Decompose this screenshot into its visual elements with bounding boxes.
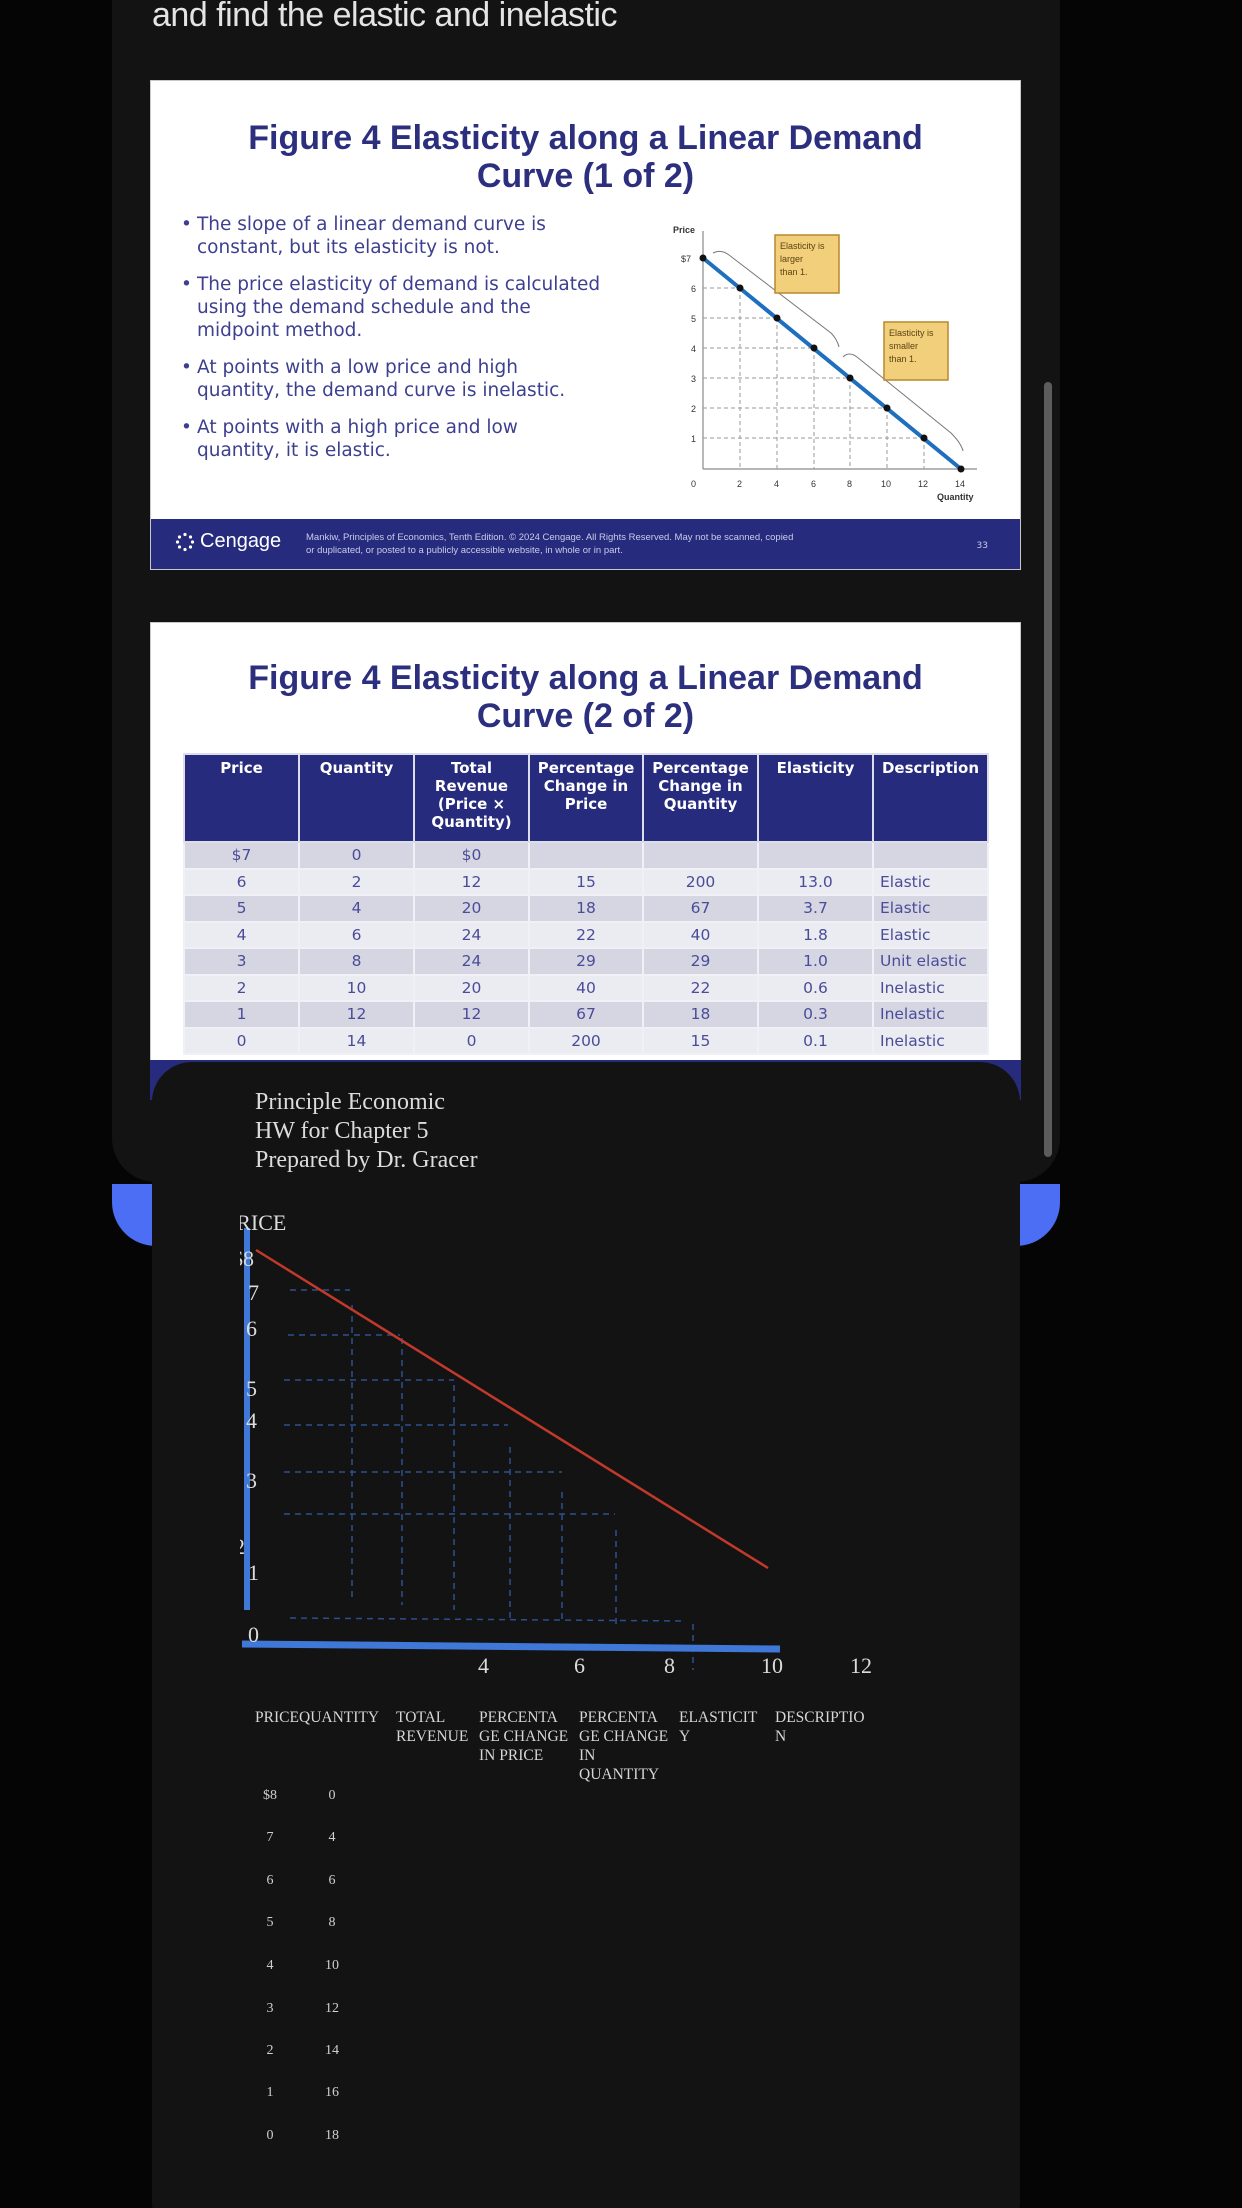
slide-footer: Cengage Mankiw, Principles of Economics,… — [151, 519, 1020, 569]
svg-text:Elasticity is: Elasticity is — [780, 241, 825, 251]
col-pct-change-quantity: Percentage Change in Quantity — [642, 753, 759, 843]
svg-text:0: 0 — [691, 479, 696, 489]
svg-text:14: 14 — [955, 479, 965, 489]
svg-text:than 1.: than 1. — [889, 354, 917, 364]
col-total-revenue: Total Revenue (Price × Quantity) — [413, 753, 530, 843]
elasticity-table: Price Quantity Total Revenue (Price × Qu… — [183, 753, 989, 1055]
svg-text:6: 6 — [691, 284, 696, 294]
svg-text:Quantity: Quantity — [937, 492, 974, 502]
svg-text:2: 2 — [240, 1534, 245, 1559]
svg-text:7: 7 — [248, 1280, 259, 1305]
svg-text:10: 10 — [761, 1653, 783, 1678]
svg-text:$8: $8 — [240, 1246, 254, 1271]
svg-text:12: 12 — [850, 1653, 872, 1678]
col-description: Description — [872, 753, 989, 843]
table-row: 5 4 20 18 67 3.7 Elastic — [183, 894, 989, 923]
hw-col-pct-change-quantity: PERCENTA GE CHANGE IN QUANTITY — [579, 1709, 669, 1783]
svg-text:$7: $7 — [681, 254, 691, 264]
hw-col-total-revenue: TOTAL REVENUE — [396, 1709, 469, 1745]
table-row: 6 2 12 15 200 13.0 Elastic — [183, 867, 989, 896]
table-row: 2 10 20 40 22 0.6 Inelastic — [183, 973, 989, 1002]
svg-text:1: 1 — [248, 1560, 259, 1585]
svg-text:4: 4 — [774, 479, 779, 489]
table-row: 3 8 24 29 29 1.0 Unit elastic — [183, 947, 989, 976]
svg-text:6: 6 — [811, 479, 816, 489]
copyright-text: Mankiw, Principles of Economics, Tenth E… — [306, 532, 794, 556]
cengage-logo-icon — [175, 532, 195, 551]
col-pct-change-price: Percentage Change in Price — [528, 753, 644, 843]
svg-text:12: 12 — [918, 479, 928, 489]
svg-text:Price: Price — [673, 225, 695, 235]
svg-text:5: 5 — [246, 1376, 257, 1401]
bullet-item: At points with a high price and low quan… — [181, 416, 601, 462]
svg-text:4: 4 — [246, 1408, 257, 1433]
col-elasticity: Elasticity — [757, 753, 874, 843]
homework-demand-chart: PRICE $8 7 6 5 4 3 2 1 0 4 6 8 10 12 14 … — [240, 1210, 872, 1678]
svg-text:2: 2 — [737, 479, 742, 489]
hw-col-description: DESCRIPTIO N — [775, 1709, 865, 1745]
svg-text:2: 2 — [691, 404, 696, 414]
svg-text:0: 0 — [248, 1622, 259, 1647]
svg-text:3: 3 — [691, 374, 696, 384]
bullet-list: The slope of a linear demand curve is co… — [181, 213, 601, 476]
demand-curve-chart: Elasticity is larger than 1. Elasticity … — [673, 225, 977, 502]
svg-text:than 1.: than 1. — [780, 267, 808, 277]
col-price: Price — [183, 753, 300, 843]
bullet-item: The slope of a linear demand curve is co… — [181, 213, 601, 259]
slide-title: Figure 4 Elasticity along a Linear Deman… — [248, 659, 923, 735]
homework-image[interactable] — [152, 1062, 1020, 2208]
table-row: $7 0 $0 — [183, 841, 989, 870]
svg-text:1: 1 — [691, 434, 696, 444]
svg-text:4: 4 — [478, 1653, 489, 1678]
bullet-item: The price elasticity of demand is calcul… — [181, 273, 601, 342]
table-row: 0 14 0 200 15 0.1 Inelastic — [183, 1026, 989, 1055]
svg-text:6: 6 — [574, 1653, 585, 1678]
cengage-logo: Cengage — [175, 530, 281, 553]
hw-col-elasticity: ELASTICIT Y — [679, 1709, 758, 1745]
homework-header: Principle Economic HW for Chapter 5 Prep… — [255, 1089, 478, 1173]
svg-text:smaller: smaller — [889, 341, 918, 351]
svg-text:10: 10 — [881, 479, 891, 489]
hw-col-quantity: QUANTITY — [299, 1709, 380, 1726]
svg-text:Elasticity is: Elasticity is — [889, 328, 934, 338]
hw-col-pct-change-price: PERCENTA GE CHANGE IN PRICE — [479, 1709, 569, 1764]
svg-text:larger: larger — [780, 254, 803, 264]
svg-text:5: 5 — [691, 314, 696, 324]
slide-image-2[interactable]: Figure 4 Elasticity along a Linear Deman… — [150, 622, 1021, 1062]
table-row: 1 12 12 67 18 0.3 Inelastic — [183, 1000, 989, 1029]
svg-text:3: 3 — [246, 1468, 257, 1493]
slide-image-1[interactable]: Figure 4 Elasticity along a Linear Deman… — [150, 80, 1021, 570]
table-row: 4 6 24 22 40 1.8 Elastic — [183, 920, 989, 949]
slide-title: Figure 4 Elasticity along a Linear Deman… — [248, 119, 923, 195]
table-header-row: Price Quantity Total Revenue (Price × Qu… — [183, 753, 989, 843]
svg-text:8: 8 — [664, 1653, 675, 1678]
col-quantity: Quantity — [298, 753, 415, 843]
y-axis-label: PRICE — [240, 1210, 286, 1235]
slide-page-number: 33 — [976, 541, 988, 551]
svg-text:4: 4 — [691, 344, 696, 354]
bullet-item: At points with a low price and high quan… — [181, 356, 601, 402]
scrollbar[interactable] — [1044, 382, 1052, 1157]
prompt-text: and find the elastic and inelastic — [152, 0, 617, 34]
svg-text:8: 8 — [847, 479, 852, 489]
svg-text:6: 6 — [246, 1316, 257, 1341]
hw-col-price: PRICE — [255, 1709, 299, 1726]
